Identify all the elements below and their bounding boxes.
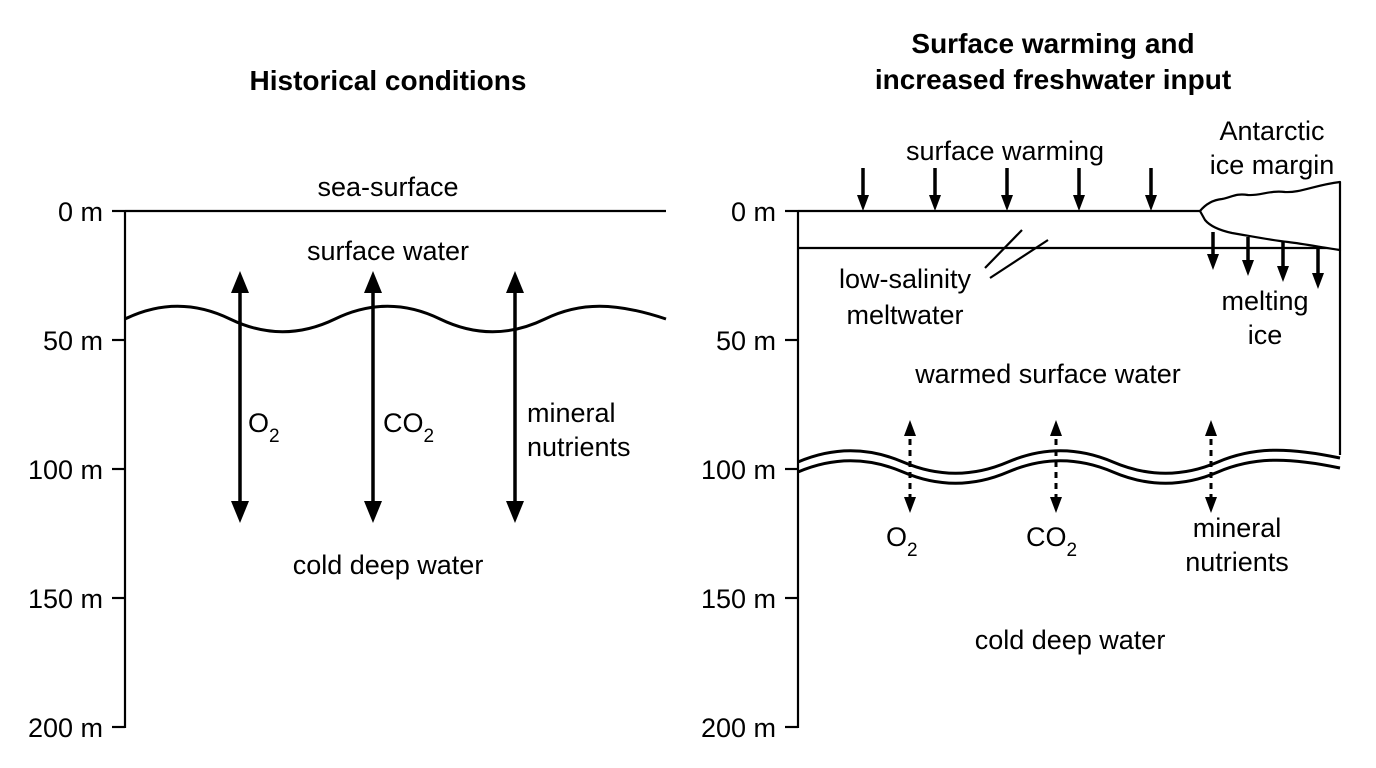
- left-surface-water-label: surface water: [307, 236, 469, 266]
- warmed-surface-water-label: warmed surface water: [914, 359, 1181, 389]
- right-tick-label-200: 200 m: [701, 713, 776, 743]
- right-o2-label: O2: [886, 522, 918, 561]
- surface-warming-arrows: [857, 168, 1157, 211]
- left-tick-label-150: 150 m: [28, 584, 103, 614]
- left-co2-label: CO2: [383, 408, 434, 447]
- meltwater-pointer-line-1: [984, 229, 1023, 269]
- right-tick-label-150: 150 m: [701, 584, 776, 614]
- melting-ice-arrows: [1207, 232, 1324, 289]
- right-panel-title-line1: Surface warming and: [911, 28, 1194, 59]
- melting-ice-label-line1: melting: [1221, 286, 1308, 316]
- left-thermocline-wave: [124, 304, 667, 334]
- right-nutrients-label-line1: mineral: [1193, 513, 1282, 543]
- right-depth-ticks: [785, 209, 798, 729]
- meltwater-label-line2: meltwater: [846, 300, 963, 330]
- left-cold-deep-water-label: cold deep water: [293, 550, 484, 580]
- right-thermocline-wave-lower: [797, 458, 1341, 485]
- ice-margin-label-line1: Antarctic: [1219, 116, 1324, 146]
- left-tick-label-0: 0 m: [58, 197, 103, 227]
- left-tick-label-200: 200 m: [28, 713, 103, 743]
- meltwater-label-line1: low-salinity: [839, 264, 972, 294]
- meltwater-pointer-line-2: [989, 239, 1049, 279]
- right-tick-label-100: 100 m: [701, 455, 776, 485]
- right-panel-title-line2: increased freshwater input: [875, 64, 1231, 95]
- left-depth-ticks: [112, 209, 125, 729]
- left-nutrients-label-line2: nutrients: [527, 432, 631, 462]
- left-o2-label: O2: [248, 408, 280, 447]
- right-nutrients-label-line2: nutrients: [1185, 547, 1289, 577]
- surface-warming-label: surface warming: [906, 136, 1104, 166]
- right-tick-label-0: 0 m: [731, 197, 776, 227]
- right-tick-label-50: 50 m: [716, 326, 776, 356]
- right-thermocline-wave-upper: [797, 448, 1341, 475]
- left-tick-label-50: 50 m: [43, 326, 103, 356]
- right-panel: Surface warming and increased freshwater…: [701, 28, 1342, 743]
- left-panel-title: Historical conditions: [250, 65, 527, 96]
- right-cold-deep-water-label: cold deep water: [975, 625, 1166, 655]
- ice-margin-label-line2: ice margin: [1210, 150, 1335, 180]
- right-co2-label: CO2: [1026, 522, 1077, 561]
- left-sea-surface-label: sea-surface: [317, 172, 458, 202]
- antarctic-ice-margin: [1198, 180, 1342, 252]
- melting-ice-label-line2: ice: [1248, 320, 1283, 350]
- left-tick-label-100: 100 m: [28, 455, 103, 485]
- left-panel: Historical conditions 0 m 50 m 100 m 150…: [28, 65, 667, 743]
- left-nutrients-label-line1: mineral: [527, 398, 616, 428]
